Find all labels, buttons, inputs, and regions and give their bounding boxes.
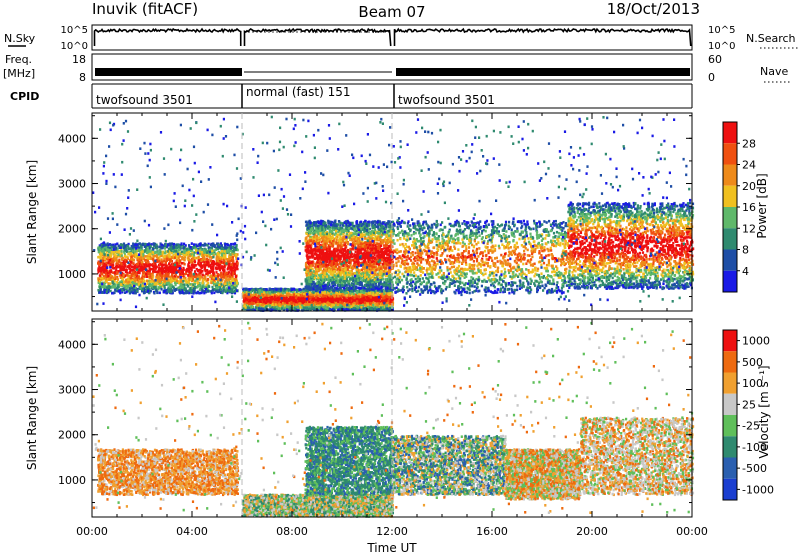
velocity-swatch bbox=[723, 351, 737, 372]
sky-right-tick-bottom: 10^0 bbox=[708, 41, 735, 52]
freq-band-1 bbox=[95, 68, 242, 76]
cpid-segment-1: twofsound 3501 bbox=[96, 93, 193, 107]
power-swatch bbox=[723, 250, 737, 271]
beam-title: Beam 07 bbox=[358, 3, 425, 21]
range-tick-label: 1000 bbox=[58, 268, 86, 281]
freq-right-tick-top: 60 bbox=[708, 53, 722, 66]
velocity-y-label: Slant Range [km] bbox=[25, 366, 39, 470]
velocity-swatch bbox=[723, 415, 737, 436]
power-colorbar-tick: 12 bbox=[742, 222, 756, 235]
power-colorbar-tick: 24 bbox=[742, 159, 756, 172]
time-tick-label: 16:00 bbox=[476, 525, 508, 538]
time-tick-label: 08:00 bbox=[276, 525, 308, 538]
velocity-swatch bbox=[723, 436, 737, 457]
n-sky-line bbox=[95, 29, 691, 46]
velocity-colorbar-tick: 1000 bbox=[742, 335, 770, 348]
power-colorbar-tick: 20 bbox=[742, 180, 756, 193]
sky-right-tick-top: 10^5 bbox=[708, 25, 735, 36]
sky-left-tick-bottom: 10^0 bbox=[61, 41, 88, 52]
power-colorbar: 4 8 12 16 20 24 28 Power [dB] bbox=[723, 122, 769, 292]
freq-unit-label: [MHz] bbox=[3, 67, 35, 80]
time-tick-label: 00:00 bbox=[676, 525, 708, 538]
power-colorbar-tick: 4 bbox=[742, 265, 749, 278]
range-tick-label: 3000 bbox=[58, 384, 86, 397]
time-tick-label: 20:00 bbox=[576, 525, 608, 538]
date-title: 18/Oct/2013 bbox=[607, 0, 700, 18]
freq-label: Freq. bbox=[5, 53, 32, 66]
n-sky-label: N.Sky bbox=[4, 32, 36, 45]
time-tick-label: 04:00 bbox=[176, 525, 208, 538]
power-colorbar-tick: 28 bbox=[742, 137, 756, 150]
power-scatter bbox=[92, 116, 694, 312]
time-tick-label: 00:00 bbox=[76, 525, 108, 538]
radar-summary-plot: Inuvik (fitACF) Beam 07 18/Oct/2013 N.Sk… bbox=[0, 0, 800, 554]
sky-left-tick-top: 10^5 bbox=[61, 25, 88, 36]
velocity-swatch bbox=[723, 330, 737, 351]
freq-band-3 bbox=[396, 68, 690, 76]
velocity-swatch bbox=[723, 373, 737, 394]
velocity-colorbar-tick: -1000 bbox=[742, 483, 774, 496]
freq-right-tick-bottom: 0 bbox=[708, 71, 715, 84]
n-search-label: N.Search bbox=[746, 32, 796, 45]
velocity-colorbar-label: Velocity [m s⁻¹] bbox=[757, 365, 771, 458]
power-swatch bbox=[723, 228, 737, 249]
range-tick-label: 2000 bbox=[58, 429, 86, 442]
velocity-colorbar-tick: -500 bbox=[742, 462, 767, 475]
velocity-panel: 1000 2000 3000 4000 00:00 04:00 08:00 12:00 16:0… bbox=[25, 319, 708, 554]
range-tick-label: 3000 bbox=[58, 178, 86, 191]
power-swatch bbox=[723, 143, 737, 164]
power-swatch bbox=[723, 186, 737, 207]
power-swatch bbox=[723, 122, 737, 143]
range-tick-label: 4000 bbox=[58, 132, 86, 145]
power-colorbar-tick: 16 bbox=[742, 201, 756, 214]
freq-left-tick-bottom: 8 bbox=[79, 71, 86, 84]
cpid-segment-3: twofsound 3501 bbox=[398, 93, 495, 107]
freq-left-tick-top: 18 bbox=[72, 53, 86, 66]
nave-label: Nave bbox=[760, 65, 788, 78]
velocity-scatter bbox=[92, 322, 694, 518]
station-title: Inuvik (fitACF) bbox=[92, 0, 198, 18]
power-swatch bbox=[723, 165, 737, 186]
cpid-label: CPID bbox=[10, 90, 39, 103]
power-swatch bbox=[723, 271, 737, 292]
freq-panel: Freq. [MHz] 18 8 60 0 Nave bbox=[3, 53, 790, 84]
velocity-swatch bbox=[723, 458, 737, 479]
power-colorbar-label: Power [dB] bbox=[755, 173, 769, 238]
range-tick-label: 1000 bbox=[58, 474, 86, 487]
range-tick-label: 4000 bbox=[58, 338, 86, 351]
time-tick-label: 12:00 bbox=[376, 525, 408, 538]
velocity-swatch bbox=[723, 394, 737, 415]
power-y-label: Slant Range [km] bbox=[25, 160, 39, 264]
range-tick-label: 2000 bbox=[58, 223, 86, 236]
x-axis-label: Time UT bbox=[366, 541, 417, 554]
power-colorbar-tick: 8 bbox=[742, 244, 749, 257]
velocity-colorbar-tick: 25 bbox=[742, 398, 756, 411]
sky-panel: N.Sky 10^5 10^0 10^5 10^0 N.Search bbox=[4, 25, 798, 52]
power-panel: 1000 2000 3000 4000 Slant Range [km] bbox=[25, 113, 694, 312]
power-swatch bbox=[723, 207, 737, 228]
cpid-segment-2: normal (fast) 151 bbox=[246, 85, 350, 99]
cpid-panel: CPID twofsound 3501 normal (fast) 151 tw… bbox=[10, 84, 692, 108]
velocity-swatch bbox=[723, 479, 737, 500]
